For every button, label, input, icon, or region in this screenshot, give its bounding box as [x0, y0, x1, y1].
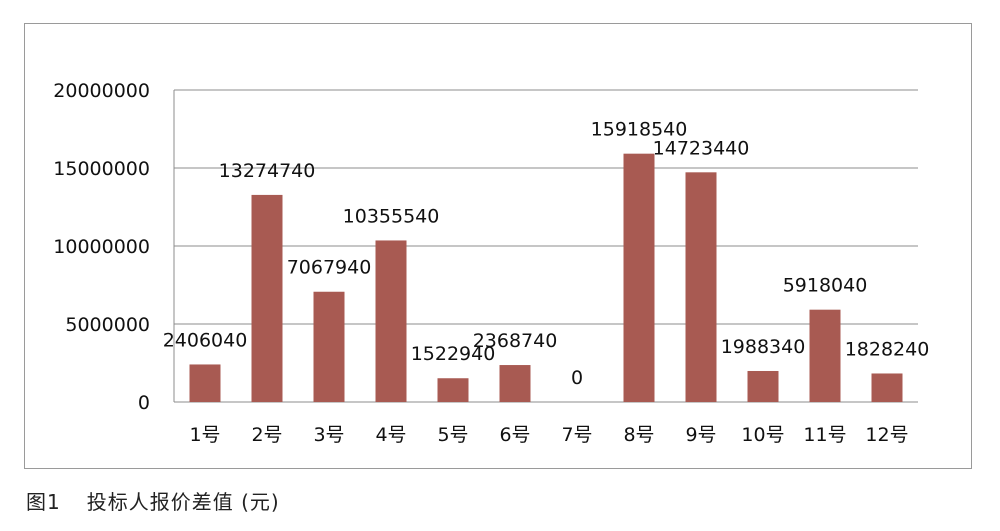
x-tick-label: 3号	[313, 424, 344, 446]
x-tick-label: 7号	[561, 424, 592, 446]
bar	[313, 291, 345, 402]
bar	[747, 370, 779, 402]
data-label: 7067940	[287, 257, 372, 279]
y-axis-ticks: 0 5000000 10000000 15000000 20000000	[53, 80, 150, 414]
bars	[189, 153, 903, 402]
data-label: 1988340	[721, 336, 806, 358]
x-tick-label: 4号	[375, 424, 406, 446]
chart-frame	[24, 23, 972, 469]
data-label: 0	[571, 367, 583, 389]
y-tick-label: 10000000	[53, 236, 150, 258]
data-label: 2406040	[163, 329, 248, 351]
data-label: 2368740	[473, 330, 558, 352]
x-tick-label: 5号	[437, 424, 468, 446]
y-tick-label: 20000000	[53, 80, 150, 102]
bar	[375, 240, 407, 402]
caption-text: 投标人报价差值 (元)	[86, 490, 280, 514]
bar	[189, 364, 221, 402]
bar	[871, 373, 903, 402]
data-label: 15918540	[591, 119, 688, 141]
x-axis-ticks: 1号 2号 3号 4号 5号 6号 7号 8号 9号 10号 11号 12号	[189, 424, 908, 446]
bar	[685, 172, 717, 402]
x-tick-label: 1号	[189, 424, 220, 446]
y-tick-label: 5000000	[65, 314, 150, 336]
x-tick-label: 12号	[865, 424, 908, 446]
y-tick-label: 15000000	[53, 158, 150, 180]
x-tick-label: 8号	[623, 424, 654, 446]
y-tick-label: 0	[138, 392, 150, 414]
bar	[251, 194, 283, 402]
data-label: 14723440	[653, 137, 750, 159]
x-tick-label: 11号	[803, 424, 846, 446]
bar	[623, 153, 655, 402]
bar	[499, 365, 531, 402]
gridlines	[173, 89, 918, 403]
caption-figure-number: 图1	[26, 490, 61, 514]
data-label: 1522940	[411, 343, 496, 365]
data-label: 13274740	[219, 160, 316, 182]
bar	[809, 309, 841, 402]
x-tick-label: 9号	[685, 424, 716, 446]
x-tick-label: 6号	[499, 424, 530, 446]
figure-caption: 图1 投标人报价差值 (元)	[26, 486, 280, 515]
x-tick-label: 2号	[251, 424, 282, 446]
bar	[437, 378, 469, 402]
data-label: 1828240	[845, 338, 930, 360]
x-tick-label: 10号	[741, 424, 784, 446]
data-label: 10355540	[343, 205, 440, 227]
data-label: 5918040	[783, 275, 868, 297]
data-labels: 2406040 13274740 7067940 10355540 1522940236…	[163, 119, 930, 389]
